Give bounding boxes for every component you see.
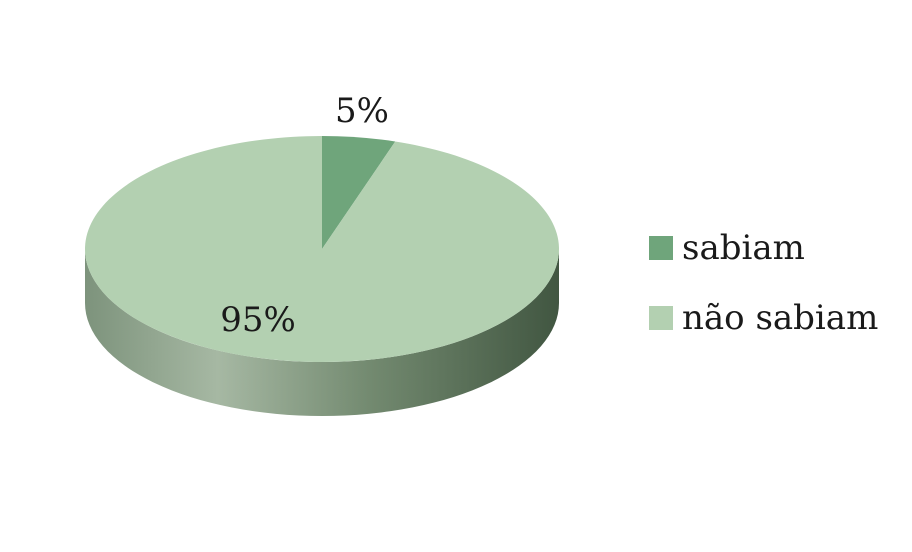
legend-swatch-sabiam	[649, 236, 673, 260]
pie-side-wall-surface	[85, 249, 559, 416]
legend-label-nao-sabiam: não sabiam	[682, 298, 878, 338]
legend: sabiam não sabiam	[649, 228, 878, 338]
pie-data-labels: 5% 95%	[220, 91, 389, 340]
pie-slice-sabiam	[322, 136, 396, 249]
legend-label-sabiam: sabiam	[682, 228, 805, 268]
data-label-nao-sabiam: 95%	[220, 300, 296, 340]
pie-slice-nao-sabiam	[85, 136, 560, 363]
legend-swatch-nao-sabiam	[649, 306, 673, 330]
data-label-sabiam: 5%	[335, 91, 389, 131]
pie-top	[85, 136, 560, 363]
pie-side-wall	[85, 249, 559, 416]
